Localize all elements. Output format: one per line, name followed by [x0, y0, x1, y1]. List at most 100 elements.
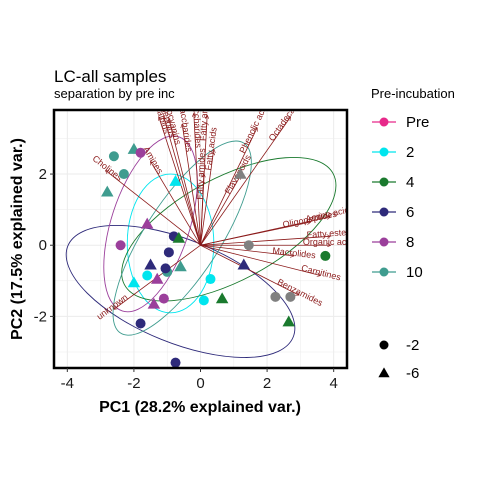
y-axis-ticks: -2 0 2 [34, 166, 54, 325]
shape-legend-key [379, 340, 389, 350]
loading-arrow [200, 244, 321, 275]
loading-label: Fatty esters [306, 227, 354, 240]
y-tick-label: -2 [34, 308, 47, 325]
loading-label: Fatty amines [198, 89, 211, 141]
loading-arrow [200, 244, 299, 295]
data-point [135, 147, 146, 158]
loading-arrow [164, 117, 201, 246]
data-point [158, 293, 169, 304]
group-ellipses [65, 135, 337, 358]
loading-label: Oligosaccharides [190, 79, 204, 149]
data-point [170, 357, 181, 368]
legend-item-6: 6 [372, 204, 414, 221]
x-tick-label: 0 [196, 375, 204, 392]
loading-arrow [159, 117, 201, 246]
loading-arrow [169, 119, 201, 246]
legend-item-2: 2 [372, 144, 414, 161]
data-point [172, 231, 186, 243]
data-point [270, 291, 281, 302]
y-tick-label: 0 [39, 237, 47, 254]
x-tick-label: -2 [127, 375, 140, 392]
data-point [118, 169, 129, 180]
data-point [147, 297, 161, 309]
loading-arrow [200, 149, 214, 246]
legend-item-10: 10 [372, 264, 423, 281]
data-point [140, 217, 154, 229]
data-point [150, 272, 164, 284]
legend: Pre-incubation Pre 2 4 6 8 10 -2 -6 [371, 86, 455, 382]
sample-points [101, 142, 331, 368]
legend-groups: Pre 2 4 6 8 10 [372, 114, 429, 281]
x-tick-label: -4 [61, 375, 74, 392]
data-point [205, 274, 216, 285]
data-point [163, 247, 174, 258]
data-point [198, 295, 209, 306]
data-point [237, 258, 251, 270]
loading-label: Fatty amides [195, 147, 207, 199]
data-point [108, 151, 119, 162]
loading-label: Macrolides [272, 245, 317, 260]
loading-arrow [182, 124, 201, 246]
data-point [174, 260, 187, 272]
loading-arrow [194, 114, 201, 246]
loading-arrow [200, 236, 331, 246]
data-point [282, 315, 295, 327]
legend-label: 4 [406, 174, 414, 191]
x-tick-label: 2 [263, 375, 271, 392]
y-tick-label: 2 [39, 166, 47, 183]
legend-label: 6 [406, 204, 414, 221]
legend-key-point [379, 237, 389, 247]
legend-key-point [379, 147, 389, 157]
legend-label: 8 [406, 234, 414, 251]
loading-label: Organic acids [303, 237, 359, 247]
shape-legend-key [378, 367, 390, 378]
ellipse-group-8 [103, 135, 198, 313]
data-point [234, 167, 247, 179]
y-axis-title: PC2 (17.5% explained var.) [9, 138, 26, 340]
loading-arrow [200, 176, 241, 246]
data-point [169, 174, 182, 186]
x-tick-label: 4 [330, 375, 338, 392]
ellipse-group-4 [121, 156, 337, 302]
data-point [285, 291, 296, 302]
data-point [160, 263, 171, 274]
legend-label: 10 [406, 264, 423, 281]
loading-arrow [106, 170, 201, 246]
loading-arrow [200, 174, 204, 246]
data-point [135, 318, 146, 329]
loading-arrow [200, 222, 311, 246]
loading-arrow [200, 128, 258, 246]
legend-label: 2 [406, 144, 414, 161]
data-point [142, 270, 153, 281]
data-point [127, 276, 141, 288]
chart-title: LC-all samples [54, 67, 166, 86]
legend-shapes: -2 -6 [378, 337, 419, 382]
chart-subtitle: separation by pre inc [54, 86, 175, 101]
x-axis-title: PC1 (28.2% explained var.) [99, 399, 301, 416]
loading-arrow [200, 244, 294, 256]
legend-item-4: 4 [372, 174, 414, 191]
loading-arrow [200, 117, 291, 246]
loading-arrow [151, 162, 201, 246]
legend-key-point [379, 207, 389, 217]
ellipse-group-2 [126, 173, 215, 314]
shape-legend-label: -6 [406, 365, 419, 382]
data-point [144, 258, 157, 270]
shape-legend-item: -6 [378, 365, 419, 382]
legend-item-Pre: Pre [372, 114, 429, 131]
legend-key-point [379, 177, 389, 187]
data-point [101, 185, 114, 197]
plot-panel: Cholines AminesAlkaloidsTerpenoidsAnthocy… [52, 79, 359, 370]
data-point [215, 292, 229, 304]
data-point [320, 250, 331, 261]
legend-key-point [379, 117, 389, 127]
legend-item-8: 8 [372, 234, 414, 251]
legend-key-point [379, 267, 389, 277]
legend-label: Pre [406, 114, 429, 131]
data-point [243, 240, 254, 251]
ellipse-group-10 [112, 140, 252, 336]
legend-title: Pre-incubation [371, 86, 455, 101]
shape-legend-item: -2 [379, 337, 419, 354]
data-point [115, 240, 126, 251]
